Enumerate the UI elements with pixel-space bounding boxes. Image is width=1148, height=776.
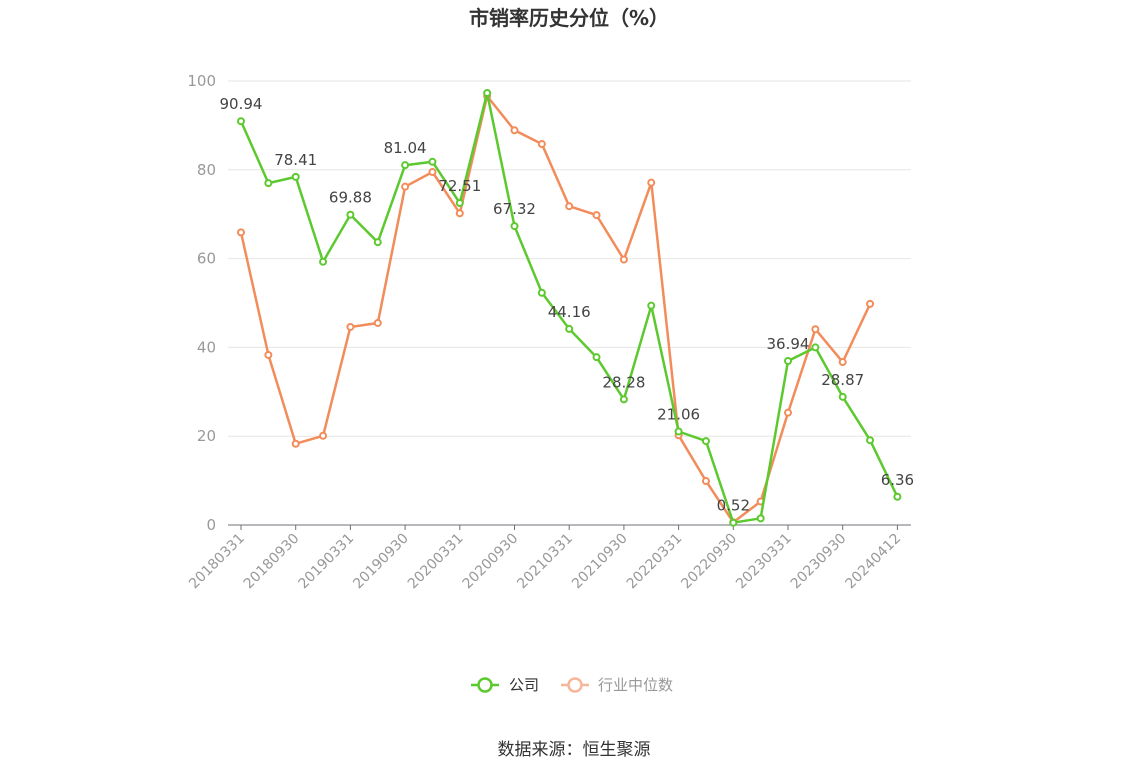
data-labels: 90.94 78.41 69.88 81.04 72.51 67.32 44.16 28.28…: [220, 95, 915, 514]
data-label: 72.51: [438, 177, 481, 195]
data-point[interactable]: [729, 518, 738, 527]
data-point[interactable]: [838, 358, 847, 367]
data-label: 0.52: [717, 497, 750, 515]
x-tick-label: 20220331: [624, 531, 686, 593]
data-point[interactable]: [346, 322, 355, 331]
data-label: 6.36: [881, 471, 914, 489]
data-point[interactable]: [455, 199, 464, 208]
x-tick-label: 20200930: [460, 531, 522, 593]
data-point[interactable]: [401, 182, 410, 191]
data-point[interactable]: [237, 228, 245, 237]
series-company: [237, 88, 902, 527]
x-tick-label: 20220930: [678, 531, 740, 593]
legend-label-company: 公司: [509, 676, 539, 694]
data-point[interactable]: [893, 492, 902, 501]
legend-marker-company: [477, 677, 493, 693]
x-tick-label: 20210331: [514, 531, 576, 593]
x-tick-label: 20230331: [733, 531, 795, 593]
data-point[interactable]: [592, 211, 601, 220]
x-tick-label: 20210930: [569, 531, 631, 593]
data-point[interactable]: [510, 126, 519, 135]
data-point[interactable]: [237, 117, 245, 126]
x-tick-label: 20240412: [843, 531, 905, 593]
data-point[interactable]: [838, 392, 847, 401]
data-point[interactable]: [373, 238, 382, 247]
data-point[interactable]: [701, 437, 710, 446]
legend-item-industry-median[interactable]: 行业中位数: [561, 676, 673, 694]
data-label: 67.32: [493, 200, 536, 218]
data-point[interactable]: [319, 431, 328, 440]
x-tick-label: 20190930: [350, 531, 412, 593]
y-tick-label: 40: [197, 338, 216, 356]
x-tick-label: 20180930: [241, 531, 303, 593]
data-point[interactable]: [565, 202, 574, 211]
y-tick-label: 20: [197, 427, 216, 445]
x-tick-label: 20190331: [296, 531, 358, 593]
data-point[interactable]: [565, 324, 574, 333]
data-label: 81.04: [384, 139, 427, 157]
data-label: 21.06: [657, 405, 700, 423]
data-source: 数据来源：恒生聚源: [498, 740, 651, 760]
data-point[interactable]: [619, 255, 628, 264]
data-point[interactable]: [264, 179, 273, 188]
data-point[interactable]: [784, 408, 792, 417]
data-label: 69.88: [329, 189, 372, 207]
y-tick-label: 80: [197, 161, 216, 179]
data-point[interactable]: [647, 301, 656, 310]
grid-lines: [228, 80, 911, 437]
data-point[interactable]: [428, 157, 437, 166]
y-axis: 0 20 40 60 80 100: [187, 72, 216, 534]
x-tick-label: 20230930: [788, 531, 850, 593]
legend: 公司 行业中位数: [471, 676, 673, 694]
data-point[interactable]: [346, 210, 355, 219]
data-label: 28.87: [821, 371, 864, 389]
legend-marker-industry-median: [567, 677, 583, 693]
data-label: 44.16: [548, 303, 591, 321]
x-tick-label: 20180331: [186, 531, 248, 593]
data-label: 90.94: [220, 95, 263, 113]
data-point[interactable]: [401, 161, 410, 170]
x-tick-label: 20200331: [405, 531, 467, 593]
data-label: 28.28: [602, 373, 645, 391]
data-point[interactable]: [483, 88, 492, 97]
data-point[interactable]: [811, 325, 820, 334]
data-label: 78.41: [274, 151, 317, 169]
data-point[interactable]: [701, 477, 710, 486]
chart-title: 市销率历史分位（%）: [469, 6, 669, 30]
legend-label-industry-median: 行业中位数: [598, 676, 673, 694]
data-point[interactable]: [510, 222, 519, 231]
data-point[interactable]: [866, 436, 875, 445]
data-point[interactable]: [264, 350, 273, 359]
legend-item-company[interactable]: 公司: [471, 676, 539, 694]
y-tick-label: 100: [187, 72, 216, 90]
data-point[interactable]: [319, 257, 328, 266]
y-tick-label: 60: [197, 250, 216, 268]
data-point[interactable]: [619, 395, 628, 404]
data-point[interactable]: [811, 343, 820, 352]
data-point[interactable]: [291, 439, 300, 448]
y-tick-label: 0: [206, 516, 216, 534]
data-point[interactable]: [373, 318, 382, 327]
data-point[interactable]: [428, 168, 437, 177]
data-point[interactable]: [291, 172, 300, 181]
data-point[interactable]: [537, 140, 546, 149]
data-point[interactable]: [866, 299, 875, 308]
data-point[interactable]: [537, 288, 546, 297]
data-point[interactable]: [455, 209, 464, 218]
x-axis: 2018033120180930201903312019093020200331…: [186, 524, 911, 593]
data-point[interactable]: [756, 514, 765, 523]
data-point[interactable]: [674, 427, 683, 436]
data-point[interactable]: [784, 356, 792, 365]
data-point[interactable]: [647, 178, 656, 187]
data-label: 36.94: [767, 335, 810, 353]
data-point[interactable]: [592, 353, 601, 362]
series-layer: [237, 88, 902, 527]
